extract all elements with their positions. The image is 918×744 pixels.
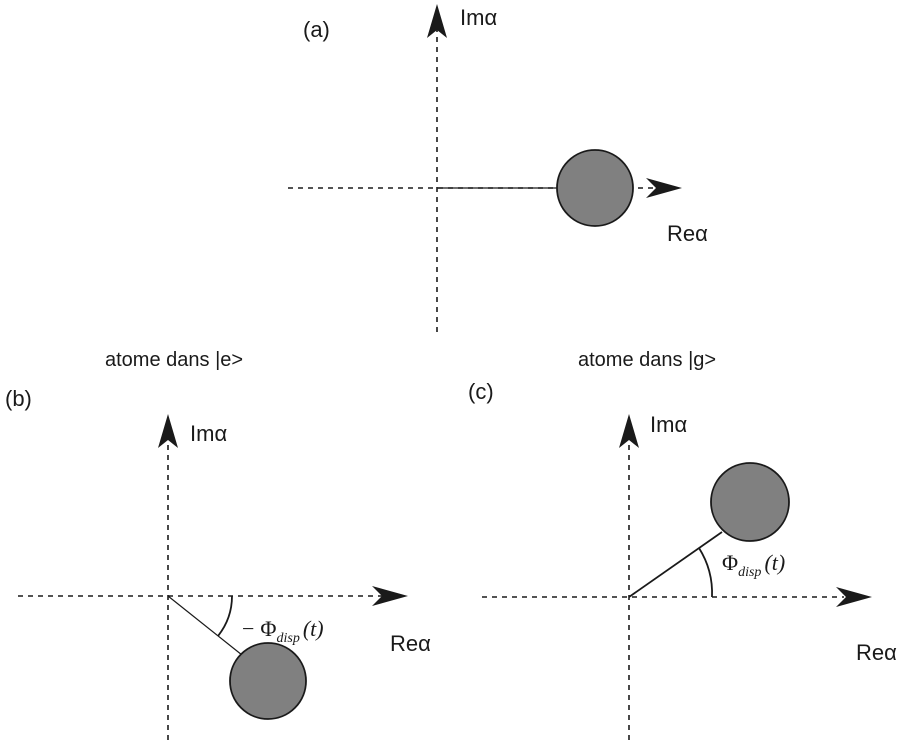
panel-c-re-axis-label: Reα: [856, 640, 897, 665]
panel-c-coherent-state: [710, 462, 790, 542]
panel-c-angle-arc: [698, 547, 713, 598]
panel-b-im-arrowhead: [158, 414, 178, 448]
panel-a-label: (a): [303, 17, 330, 42]
panel-c-re-arrowhead: [836, 587, 872, 607]
panel-c-im-arrowhead: [619, 414, 639, 448]
panel-a-im-arrowhead: [427, 4, 447, 38]
panel-a-re-arrowhead: [646, 178, 682, 198]
panel-b: atome dans |e> (b) Imα Reα − Φdisp (t): [5, 349, 431, 740]
panel-b-caption: atome dans |e>: [105, 349, 243, 371]
panel-b-angle-label: − Φdisp (t): [242, 616, 324, 646]
panel-c-angle-label: Φdisp (t): [722, 550, 785, 580]
panel-b-im-axis-label: Imα: [190, 421, 227, 446]
panel-b-angle-arc: [217, 595, 233, 637]
panel-c-caption: atome dans |g>: [578, 349, 716, 371]
panel-b-displacement-line: [167, 595, 243, 656]
panel-c-label: (c): [468, 379, 494, 404]
panel-a: (a) Imα Reα: [288, 4, 708, 332]
panel-c-im-axis-label: Imα: [650, 412, 687, 437]
panel-b-re-arrowhead: [372, 586, 408, 606]
panel-c: atome dans |g> (c) Imα Reα Φdisp (t): [468, 349, 897, 740]
panel-a-re-axis-label: Reα: [667, 221, 708, 246]
panel-b-label: (b): [5, 386, 32, 411]
panel-b-re-axis-label: Reα: [390, 631, 431, 656]
panel-a-coherent-state: [556, 149, 634, 227]
panel-b-coherent-state: [229, 642, 307, 720]
panel-c-displacement-line: [628, 531, 723, 598]
panel-a-im-axis-label: Imα: [460, 5, 497, 30]
